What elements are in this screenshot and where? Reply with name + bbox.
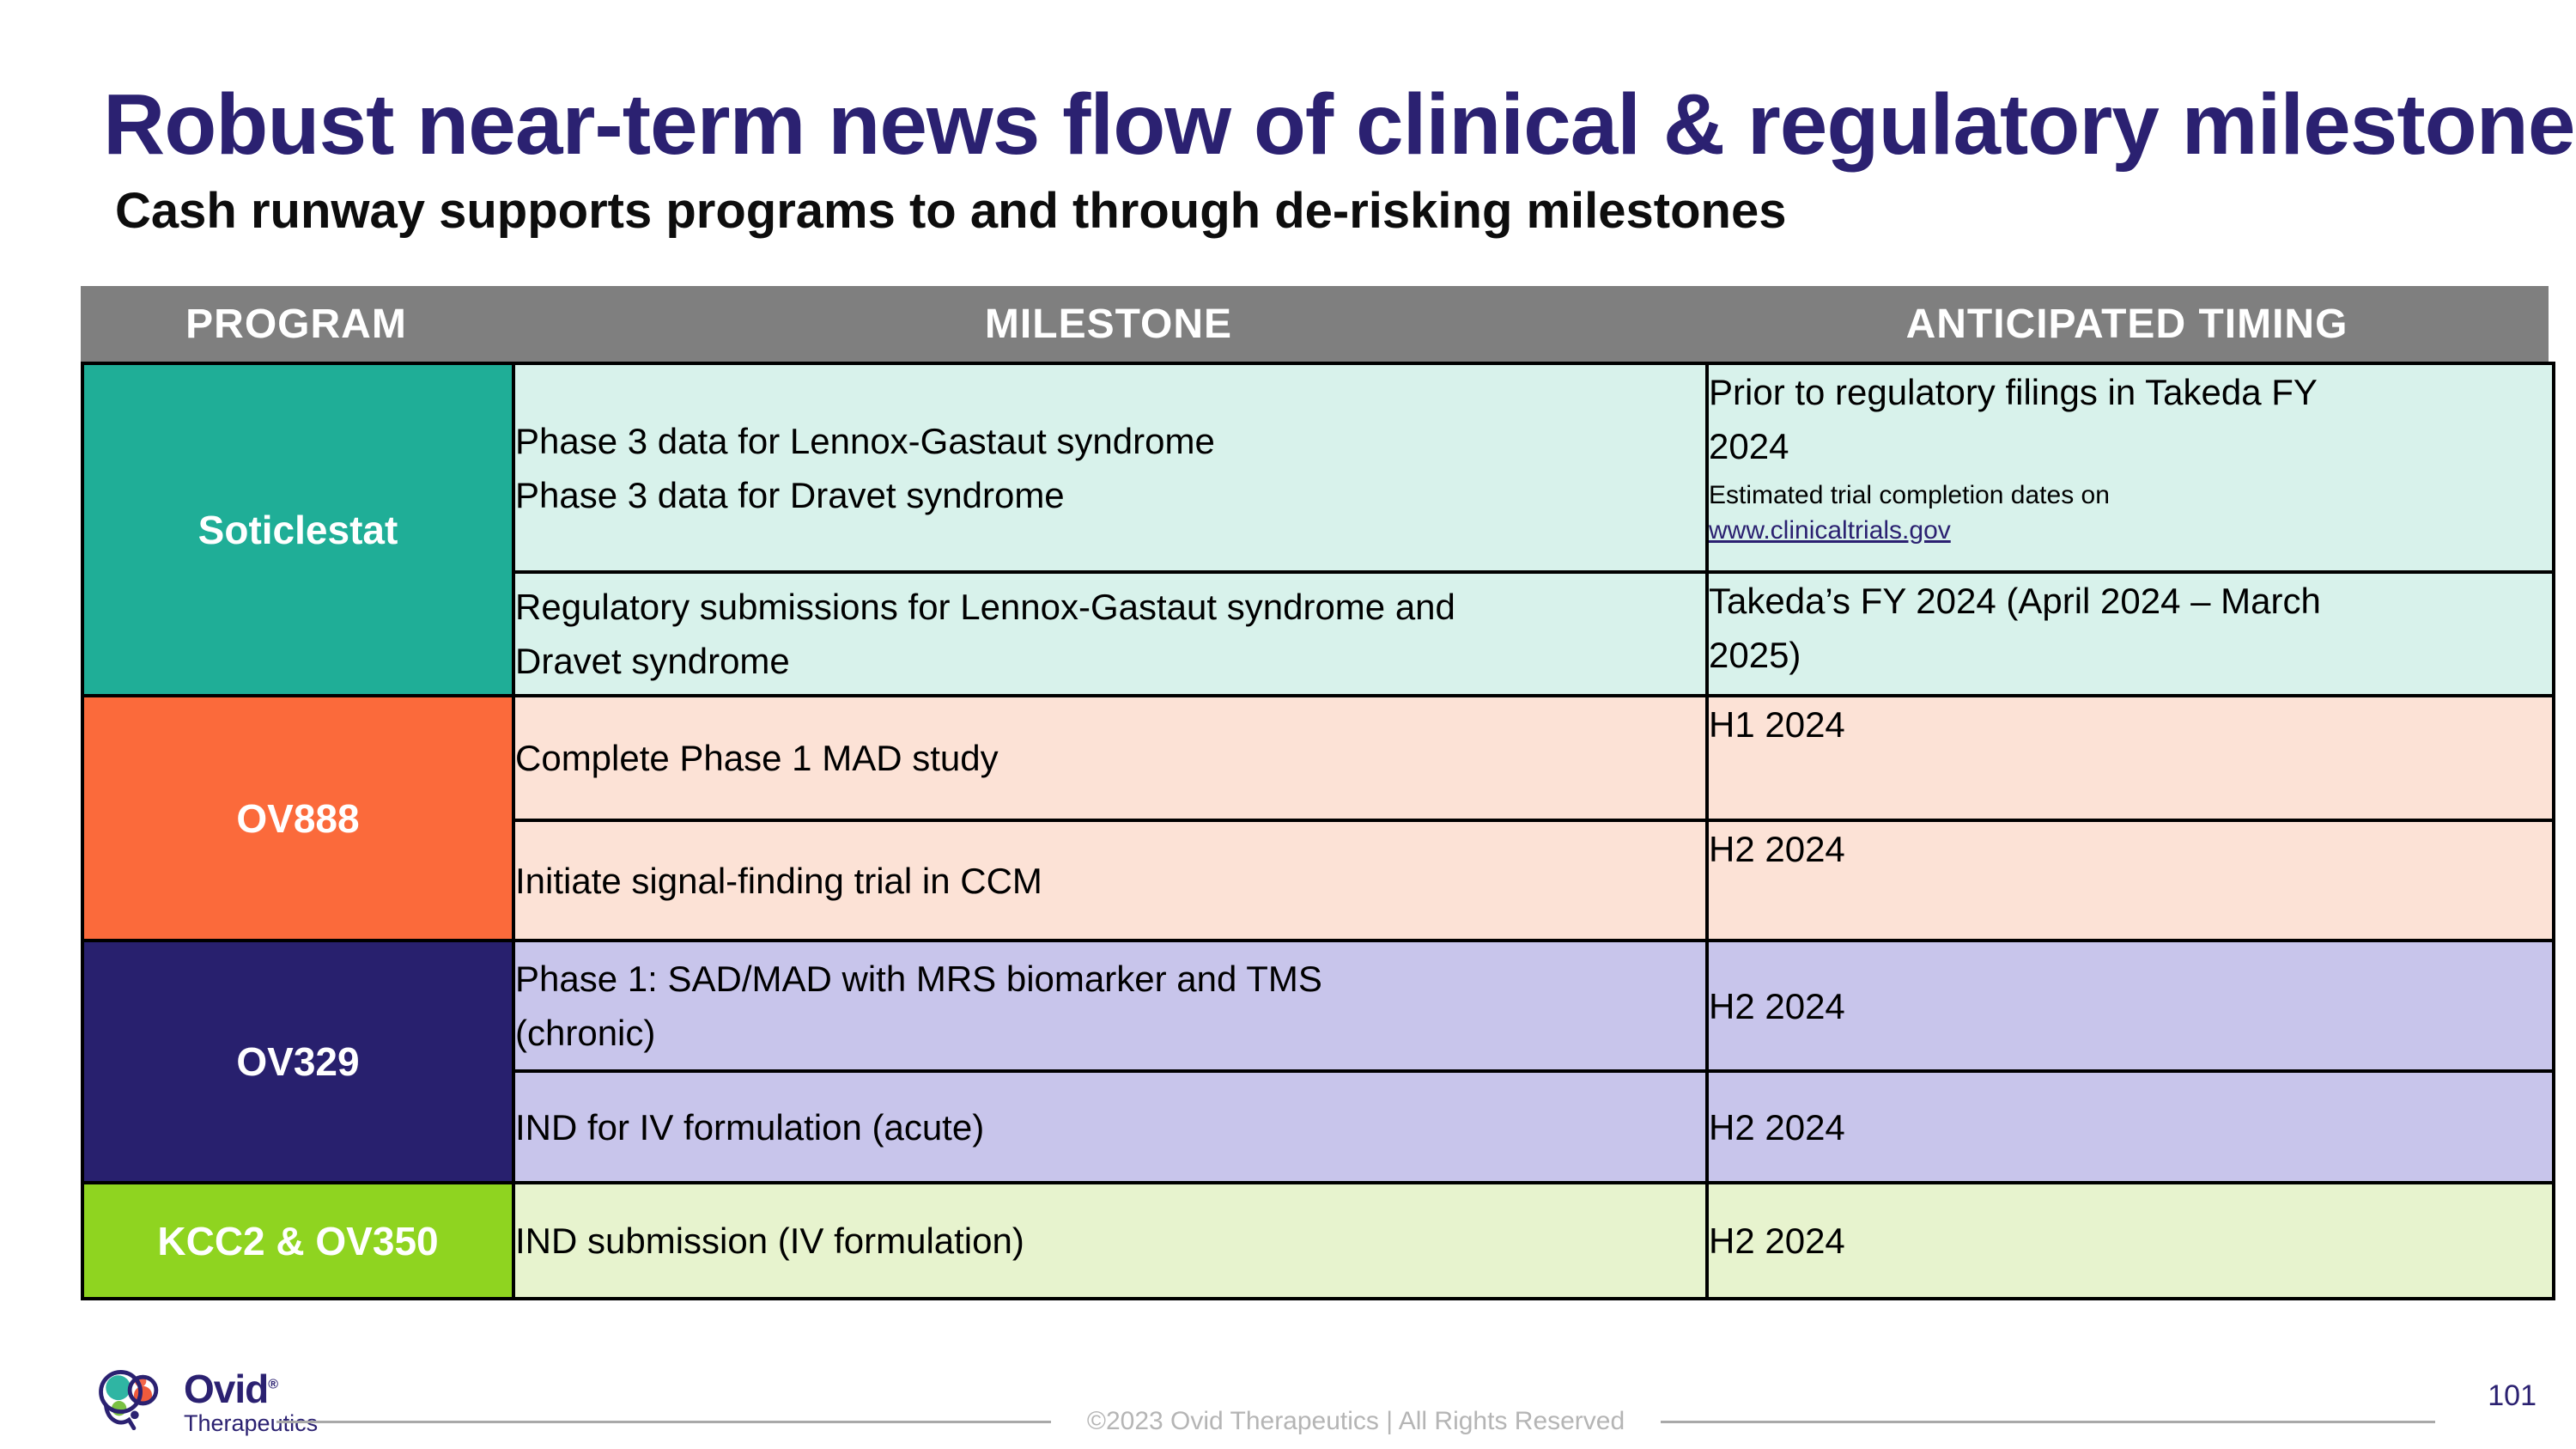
milestone-cell: IND submission (IV formulation)	[512, 1181, 1709, 1300]
timing-text: H1 2024	[1709, 704, 1845, 745]
timing-cell: H1 2024	[1705, 694, 2555, 822]
timing-cell: H2 2024	[1705, 1069, 2555, 1184]
program-label: KCC2 & OV350	[157, 1218, 439, 1263]
table-row: Soticlestat Phase 3 data for Lennox-Gast…	[81, 362, 2555, 697]
milestone-text: Complete Phase 1 MAD study	[515, 738, 999, 778]
column-header-anticipated-timing: ANTICIPATED TIMING	[1905, 301, 2348, 347]
milestone-cell: Phase 1: SAD/MAD with MRS biomarker and …	[512, 939, 1709, 1073]
program-label: OV888	[236, 795, 360, 841]
timing-cell: H2 2024	[1705, 819, 2555, 942]
milestone-text: Phase 1: SAD/MAD with MRS biomarker and …	[515, 959, 1322, 999]
timing-text: H2 2024	[1709, 985, 1845, 1026]
timing-cell: Prior to regulatory filings in Takeda FY…	[1705, 362, 2555, 574]
copyright-text: ©2023 Ovid Therapeutics | All Rights Res…	[1086, 1407, 1625, 1435]
ovid-logo-text: Ovid® Therapeutics	[184, 1369, 318, 1435]
timing-text: H2 2024	[1709, 829, 1845, 869]
milestone-text: Regulatory submissions for Lennox-Gastau…	[515, 587, 1455, 627]
milestone-text: Phase 3 data for Dravet syndrome	[515, 474, 1065, 515]
milestone-cell: Regulatory submissions for Lennox-Gastau…	[512, 570, 1709, 697]
ovid-logo: Ovid® Therapeutics	[91, 1361, 318, 1443]
milestone-cell: Initiate signal-finding trial in CCM	[512, 819, 1709, 942]
logo-wordmark: Ovid	[184, 1366, 269, 1411]
table-row: Initiate signal-finding trial in CCM H2 …	[82, 819, 2555, 942]
milestone-cell: Complete Phase 1 MAD study	[512, 694, 1709, 822]
milestone-text: Phase 3 data for Lennox-Gastaut syndrome	[515, 420, 1215, 461]
table-row: OV329 Phase 1: SAD/MAD with MRS biomarke…	[81, 939, 2555, 1184]
milestone-cell: IND for IV formulation (acute)	[512, 1069, 1709, 1184]
milestone-text: IND for IV formulation (acute)	[515, 1106, 985, 1148]
clinicaltrials-link[interactable]: www.clinicaltrials.gov	[1709, 515, 1951, 545]
milestone-text: IND submission (IV formulation)	[515, 1221, 1024, 1261]
timing-text: Takeda’s FY 2024 (April 2024 – March	[1709, 581, 2321, 621]
program-cell-ov329: OV329	[81, 939, 515, 1184]
milestones-table: Soticlestat Phase 3 data for Lennox-Gast…	[81, 362, 2555, 1300]
timing-cell: H2 2024	[1705, 939, 2555, 1073]
ovid-logo-subtext: Therapeutics	[184, 1409, 319, 1436]
divider-line-left	[276, 1420, 1051, 1423]
divider-line-right	[1661, 1420, 2436, 1423]
timing-text: H2 2024	[1709, 1221, 1845, 1261]
table-row: IND for IV formulation (acute) H2 2024	[82, 1069, 2555, 1184]
milestone-text: Initiate signal-finding trial in CCM	[515, 860, 1042, 901]
column-header-milestone: MILESTONE	[984, 301, 1233, 347]
program-label: OV329	[236, 1039, 360, 1084]
ovid-logo-name: Ovid®	[184, 1369, 318, 1409]
timing-text: Prior to regulatory filings in Takeda FY	[1709, 372, 2318, 412]
timing-text: H2 2024	[1709, 1106, 1845, 1148]
program-cell-soticlestat: Soticlestat	[81, 362, 515, 697]
program-cell-kcc2-ov350: KCC2 & OV350	[81, 1181, 515, 1300]
column-header-program: PROGRAM	[185, 301, 407, 347]
footer-divider: ©2023 Ovid Therapeutics | All Rights Res…	[276, 1407, 2436, 1436]
program-cell-ov888: OV888	[81, 694, 515, 942]
page-title: Robust near-term news flow of clinical &…	[103, 76, 2576, 173]
table-row: Regulatory submissions for Lennox-Gastau…	[82, 570, 2555, 697]
timing-text: 2025)	[1709, 635, 1801, 675]
milestone-cell: Phase 3 data for Lennox-Gastaut syndrome…	[512, 362, 1709, 574]
registered-mark: ®	[268, 1377, 278, 1392]
milestone-text: (chronic)	[515, 1013, 656, 1053]
timing-cell: Takeda’s FY 2024 (April 2024 – March 202…	[1705, 570, 2555, 697]
page-number: 101	[2488, 1379, 2537, 1412]
timing-text: 2024	[1709, 426, 1789, 466]
table-row: OV888 Complete Phase 1 MAD study H1 2024	[81, 694, 2555, 942]
table-header-row: PROGRAM MILESTONE ANTICIPATED TIMING	[81, 286, 2549, 362]
timing-cell: H2 2024	[1705, 1181, 2555, 1300]
ovid-logo-mark	[99, 1370, 159, 1431]
timing-note: Estimated trial completion dates on	[1709, 481, 2110, 509]
page-subtitle: Cash runway supports programs to and thr…	[115, 183, 1787, 239]
milestone-text: Dravet syndrome	[515, 641, 790, 681]
table-row: KCC2 & OV350 IND submission (IV formulat…	[81, 1181, 2555, 1300]
program-label: Soticlestat	[197, 507, 398, 552]
